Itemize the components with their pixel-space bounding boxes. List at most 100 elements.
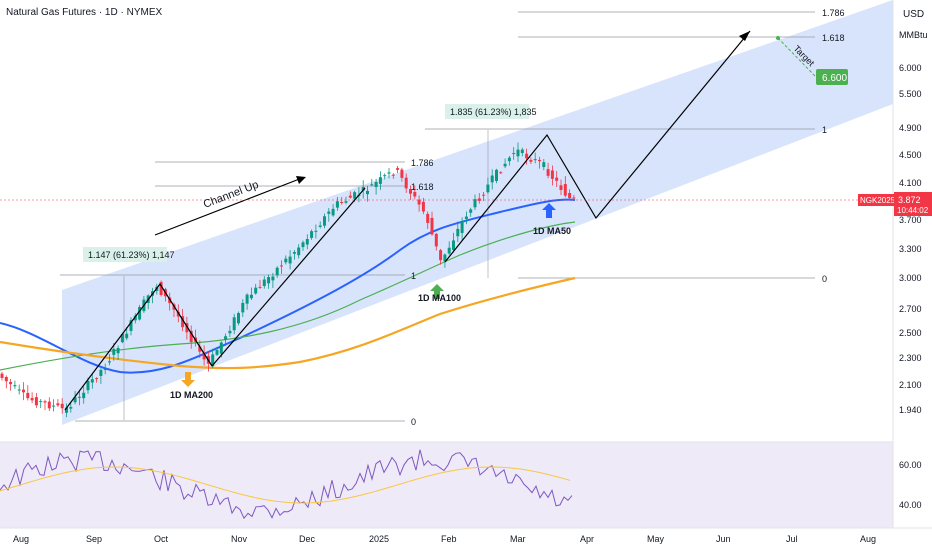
chart-title: Natural Gas Futures · 1D · NYMEX bbox=[6, 7, 162, 18]
candle-body bbox=[383, 175, 387, 177]
candle-body bbox=[215, 350, 219, 355]
candle-body bbox=[297, 247, 301, 256]
unit-label: MMBtu bbox=[899, 30, 928, 40]
fib-box-right bbox=[445, 104, 529, 119]
candle-body bbox=[219, 342, 223, 354]
candle-body bbox=[120, 334, 124, 343]
candle-body bbox=[228, 330, 232, 334]
candle-body bbox=[370, 184, 374, 186]
candle-body bbox=[254, 287, 258, 294]
candle-body bbox=[533, 159, 537, 161]
candle-body bbox=[275, 267, 279, 276]
price-tick-label: 6.000 bbox=[899, 63, 922, 73]
fib-box-right-label: 1.835 (61.23%) 1,835 bbox=[450, 107, 537, 117]
impulse-leg-1 bbox=[64, 282, 213, 411]
candle-body bbox=[413, 191, 417, 197]
rsi-tick-label: 40.00 bbox=[899, 500, 922, 510]
candle-body bbox=[563, 184, 567, 196]
candle-body bbox=[340, 201, 344, 203]
candle-body bbox=[95, 378, 99, 380]
candle-body bbox=[572, 197, 576, 199]
candle-body bbox=[439, 250, 443, 261]
candle-body bbox=[17, 389, 21, 391]
candle-body bbox=[245, 294, 249, 304]
price-tick-label: 3.700 bbox=[899, 215, 922, 225]
ma100-label: 1D MA100 bbox=[418, 293, 461, 303]
candle-body bbox=[538, 159, 541, 162]
fib-right-1786: 1.786 bbox=[822, 8, 845, 18]
candle-body bbox=[280, 265, 283, 267]
candle-body bbox=[125, 333, 129, 339]
price-tick-label: 2.500 bbox=[899, 328, 922, 338]
candle-body bbox=[159, 282, 163, 295]
ma100-line bbox=[0, 221, 576, 371]
candle-body bbox=[344, 201, 348, 203]
candle-body bbox=[323, 216, 326, 226]
candle-body bbox=[353, 192, 357, 199]
candle-body bbox=[232, 317, 236, 331]
candle-body bbox=[13, 385, 17, 387]
candle-body bbox=[400, 169, 404, 178]
candle-body bbox=[409, 189, 412, 194]
time-tick-label: Feb bbox=[441, 534, 457, 544]
candle-body bbox=[434, 233, 438, 247]
candle-body bbox=[568, 192, 572, 199]
candle-body bbox=[499, 172, 503, 174]
fib-right-1618: 1.618 bbox=[822, 33, 845, 43]
ma100-arrow-icon bbox=[430, 284, 444, 299]
price-tick-label: 2.300 bbox=[899, 353, 922, 363]
candle-body bbox=[327, 211, 331, 214]
ma50-label: 1D MA50 bbox=[533, 226, 571, 236]
time-tick-label: Apr bbox=[580, 534, 594, 544]
channel-band bbox=[62, 0, 893, 425]
candle-body bbox=[198, 346, 202, 352]
candle-body bbox=[525, 153, 529, 159]
candle-body bbox=[378, 177, 382, 184]
candle-body bbox=[366, 190, 369, 195]
candle-body bbox=[271, 276, 275, 281]
candle-body bbox=[65, 407, 68, 413]
fib-box-left-label: 1.147 (61.23%) 1,147 bbox=[88, 250, 175, 260]
candle-body bbox=[310, 231, 314, 238]
rsi-ma-line bbox=[0, 466, 571, 504]
candle-body bbox=[60, 403, 64, 409]
candle-body bbox=[391, 174, 395, 176]
candle-body bbox=[456, 228, 460, 237]
candle-body bbox=[301, 242, 305, 248]
candle-body bbox=[39, 401, 43, 403]
candle-body bbox=[267, 277, 271, 284]
price-tick-label: 4.900 bbox=[899, 123, 922, 133]
price-tick-label: 3.000 bbox=[899, 273, 922, 283]
ma200-arrow-icon bbox=[181, 372, 195, 387]
candle-body bbox=[305, 238, 309, 245]
candle-body bbox=[52, 405, 56, 407]
ma50-arrow-icon bbox=[542, 203, 556, 218]
projection-path bbox=[444, 30, 751, 263]
candle-body bbox=[331, 208, 335, 216]
impulse-leg-2 bbox=[211, 187, 366, 367]
projection-arrowhead bbox=[739, 31, 750, 41]
fib-right-0: 0 bbox=[822, 274, 827, 284]
time-tick-label: Jun bbox=[716, 534, 731, 544]
candle-body bbox=[0, 373, 4, 378]
time-tick-label: Aug bbox=[860, 534, 876, 544]
candle-body bbox=[258, 286, 262, 288]
candle-body bbox=[34, 397, 38, 406]
price-badge bbox=[894, 192, 932, 216]
candle-body bbox=[138, 307, 142, 320]
time-tick-label: May bbox=[647, 534, 665, 544]
candle-body bbox=[482, 194, 486, 196]
price-badge-countdown: 10:44:02 bbox=[897, 206, 929, 215]
time-tick-label: Sep bbox=[86, 534, 102, 544]
candle-body bbox=[9, 381, 13, 385]
candle-body bbox=[512, 153, 516, 155]
channel-up-arrow bbox=[154, 177, 303, 236]
candle-body bbox=[529, 159, 533, 162]
candle-body bbox=[292, 252, 296, 254]
candle-body bbox=[108, 361, 111, 363]
candle-body bbox=[417, 199, 421, 205]
price-tick-label: 2.700 bbox=[899, 304, 922, 314]
candle-body bbox=[133, 315, 137, 321]
